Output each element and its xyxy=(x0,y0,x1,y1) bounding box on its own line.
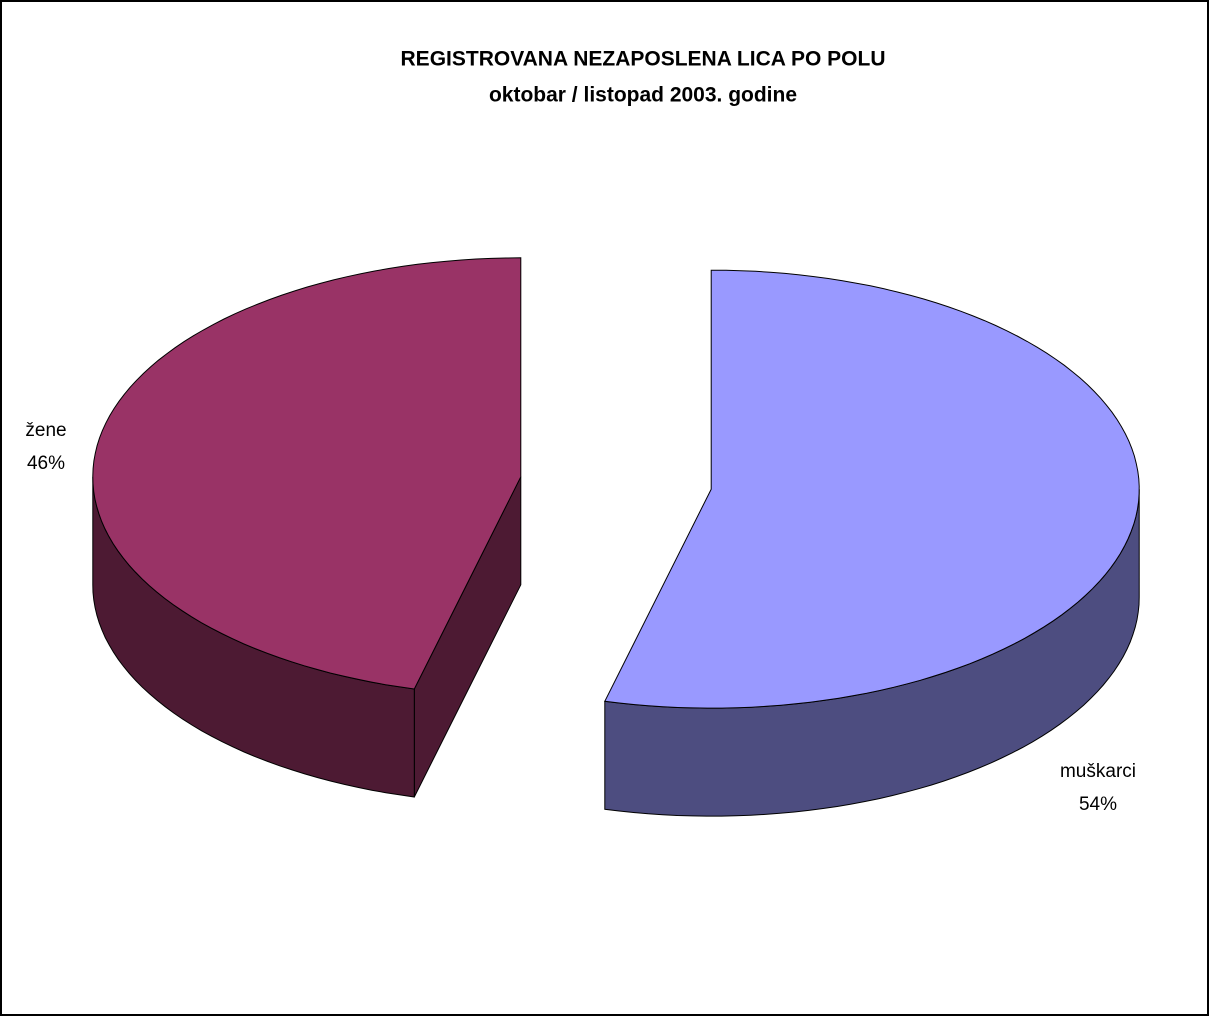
slice-label: žene xyxy=(25,420,66,441)
slice-top xyxy=(92,257,522,690)
slice-value-label: 46% xyxy=(27,453,65,474)
chart-subtitle: oktobar / listopad 2003. godine xyxy=(489,84,797,107)
slice xyxy=(604,269,1140,817)
slice-top xyxy=(604,269,1140,709)
slice-value-label: 54% xyxy=(1079,794,1117,815)
slice-label: muškarci xyxy=(1060,761,1136,782)
slice xyxy=(92,257,522,798)
chart-title: REGISTROVANA NEZAPOSLENA LICA PO POLU xyxy=(401,48,886,71)
